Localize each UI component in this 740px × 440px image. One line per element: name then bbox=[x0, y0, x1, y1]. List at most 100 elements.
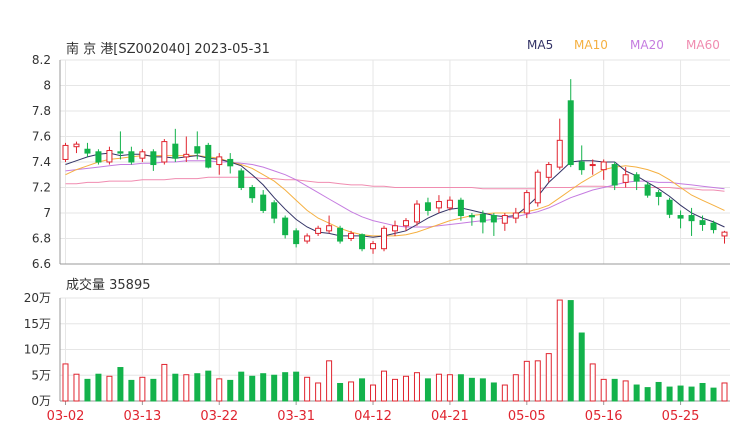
volume-bar bbox=[479, 378, 486, 402]
volume-bar bbox=[95, 373, 102, 402]
candle bbox=[666, 197, 673, 219]
candle bbox=[95, 149, 102, 165]
candle-body bbox=[490, 215, 497, 223]
x-tick-label: 03-02 bbox=[47, 409, 85, 424]
price-tick-label: 7.6 bbox=[32, 130, 51, 144]
legend-ma10: MA10 bbox=[574, 38, 608, 52]
candle-body bbox=[205, 144, 212, 168]
candle-body bbox=[183, 153, 190, 158]
volume-bar bbox=[512, 374, 519, 402]
volume-bar bbox=[677, 385, 684, 402]
candle bbox=[106, 146, 113, 165]
x-tick-label: 05-16 bbox=[585, 409, 623, 424]
candle-body bbox=[95, 151, 102, 163]
candle bbox=[413, 200, 420, 226]
volume-bar bbox=[172, 373, 179, 402]
volume-bar bbox=[688, 386, 695, 402]
volume-bar bbox=[523, 360, 530, 402]
candle bbox=[326, 215, 333, 234]
candle bbox=[161, 139, 168, 165]
candle bbox=[381, 225, 388, 252]
x-tick-label: 03-13 bbox=[123, 409, 161, 424]
candle bbox=[556, 118, 563, 170]
volume-bar bbox=[73, 373, 80, 402]
volume-bar bbox=[62, 363, 69, 402]
candle-body bbox=[655, 192, 662, 197]
volume-bar bbox=[183, 374, 190, 402]
candle-body bbox=[633, 174, 640, 182]
volume-bar bbox=[545, 353, 552, 402]
x-tick-label: 03-31 bbox=[277, 409, 315, 424]
volume-bar bbox=[271, 374, 278, 402]
candle-body bbox=[721, 231, 728, 237]
candle-body bbox=[117, 151, 124, 154]
candle-body bbox=[249, 187, 256, 199]
candle-body bbox=[260, 194, 267, 211]
volume-bar bbox=[227, 379, 234, 402]
price-tick-label: 6.8 bbox=[32, 232, 51, 246]
candle bbox=[304, 233, 311, 244]
candle bbox=[457, 197, 464, 221]
candle-body bbox=[150, 151, 157, 166]
volume-bar bbox=[556, 299, 563, 402]
candle bbox=[315, 225, 322, 236]
candle-body bbox=[556, 139, 563, 168]
candle-body bbox=[413, 203, 420, 223]
candle bbox=[282, 215, 289, 239]
volume-tick-label: 15万 bbox=[24, 317, 51, 331]
candle-body bbox=[567, 100, 574, 166]
volume-bar bbox=[348, 381, 355, 402]
candle bbox=[479, 210, 486, 234]
x-tick-label: 04-12 bbox=[354, 409, 392, 424]
volume-bar bbox=[282, 372, 289, 402]
candle bbox=[194, 131, 201, 160]
volume-bar bbox=[260, 373, 267, 402]
candle bbox=[545, 162, 552, 183]
volume-bar bbox=[128, 379, 135, 402]
volume-bar bbox=[468, 377, 475, 402]
price-tick-label: 7.2 bbox=[32, 181, 51, 195]
candle bbox=[424, 197, 431, 216]
candle bbox=[644, 182, 651, 198]
price-tick-label: 7.4 bbox=[32, 155, 51, 169]
legend-ma20: MA20 bbox=[630, 38, 664, 52]
candle-body bbox=[271, 202, 278, 219]
candle-body bbox=[512, 212, 519, 219]
volume-bar bbox=[326, 360, 333, 402]
candle bbox=[150, 149, 157, 171]
candle-body bbox=[644, 184, 651, 196]
x-tick-label: 03-22 bbox=[200, 409, 238, 424]
candle-body bbox=[381, 227, 388, 250]
candle bbox=[655, 190, 662, 206]
candle bbox=[271, 200, 278, 224]
candle bbox=[337, 225, 344, 244]
volume-bar bbox=[435, 373, 442, 402]
candle bbox=[139, 149, 146, 162]
volume-bar bbox=[161, 363, 168, 402]
volume-title: 成交量 35895 bbox=[66, 278, 151, 293]
candle-body bbox=[139, 151, 146, 159]
candle bbox=[468, 213, 475, 226]
volume-bar bbox=[359, 378, 366, 402]
volume-bar bbox=[293, 371, 300, 402]
candle bbox=[578, 145, 585, 175]
volume-bar bbox=[578, 332, 585, 402]
volume-tick-label: 10万 bbox=[24, 343, 51, 357]
candle-body bbox=[600, 161, 607, 171]
volume-bar bbox=[457, 374, 464, 402]
volume-bar bbox=[315, 382, 322, 402]
candle-body bbox=[348, 232, 355, 239]
legend-ma60: MA60 bbox=[686, 38, 720, 52]
volume-bar bbox=[721, 382, 728, 402]
candle bbox=[205, 142, 212, 169]
candle bbox=[622, 167, 629, 188]
candle bbox=[600, 159, 607, 180]
volume-bar bbox=[589, 363, 596, 402]
candle bbox=[359, 233, 366, 252]
candle-body bbox=[523, 192, 530, 214]
candle-body bbox=[293, 230, 300, 245]
x-tick-label: 05-05 bbox=[508, 409, 546, 424]
volume-bar bbox=[304, 376, 311, 402]
candle bbox=[534, 169, 541, 207]
price-tick-label: 7.8 bbox=[32, 104, 51, 118]
